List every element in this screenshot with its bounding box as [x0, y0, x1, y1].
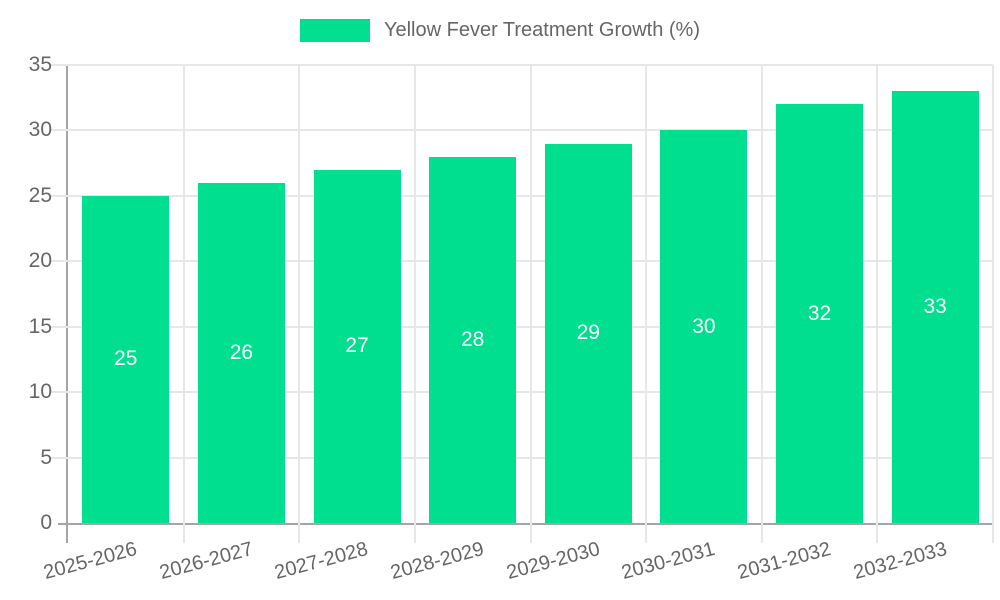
x-tick-mark	[529, 523, 532, 543]
x-axis-tick-label: 2031-2032	[735, 538, 834, 585]
bar-2027-2028[interactable]: 27	[313, 169, 401, 523]
x-tick-mark	[298, 523, 301, 543]
gridline-vertical	[413, 65, 416, 523]
plot-area: 25 26 27 28 29 30 32 33	[51, 64, 994, 543]
y-tick-mark	[51, 129, 68, 132]
y-axis-tick-label: 5	[40, 445, 52, 469]
y-axis-tick-label: 30	[28, 118, 52, 142]
y-axis-tick-label: 15	[28, 314, 52, 338]
x-axis-tick-label: 2032-2033	[850, 538, 949, 585]
x-axis-tick-label: 2026-2027	[157, 538, 256, 585]
bar-2026-2027[interactable]: 26	[197, 182, 285, 523]
x-axis-tick-label: 2028-2029	[388, 538, 487, 585]
bar-value-label: 25	[114, 347, 138, 371]
bar-2031-2032[interactable]: 32	[776, 104, 864, 523]
x-tick-mark	[876, 523, 879, 543]
bar-value-label: 28	[461, 327, 485, 351]
y-tick-mark	[51, 260, 68, 263]
chart-legend[interactable]: Yellow Fever Treatment Growth (%)	[0, 19, 1000, 42]
y-tick-mark	[51, 64, 68, 66]
bar-value-label: 33	[923, 295, 947, 319]
x-axis-tick-label: 2027-2028	[272, 538, 371, 585]
bar-2028-2029[interactable]: 28	[429, 156, 517, 523]
x-axis-tick-label: 2029-2030	[503, 538, 603, 585]
y-axis-tick-label: 0	[40, 511, 52, 534]
x-tick-mark	[645, 523, 648, 543]
bar-value-label: 29	[576, 321, 600, 345]
bar-value-label: 26	[229, 340, 254, 364]
y-axis-tick-label: 25	[28, 183, 52, 207]
x-tick-mark	[760, 523, 763, 543]
y-axis-line	[66, 65, 68, 543]
y-tick-mark	[51, 391, 68, 394]
x-axis-tick-label: 2025-2026	[41, 538, 140, 585]
y-axis-tick-label: 10	[28, 380, 52, 404]
gridline-vertical	[645, 65, 648, 523]
bar-2025-2026[interactable]: 25	[82, 195, 170, 523]
y-tick-mark	[51, 456, 68, 459]
bar-value-label: 30	[692, 314, 716, 338]
bar-2032-2033[interactable]: 33	[891, 91, 979, 523]
gridline-vertical	[298, 65, 301, 523]
bar-value-label: 32	[807, 301, 832, 325]
x-tick-mark	[992, 523, 994, 543]
gridline-vertical	[876, 65, 879, 523]
x-tick-mark	[182, 523, 185, 543]
legend-swatch-icon	[299, 19, 370, 42]
y-axis-tick-label: 35	[28, 53, 52, 76]
legend-label: Yellow Fever Treatment Growth (%)	[383, 19, 701, 41]
bar-2030-2031[interactable]: 30	[660, 130, 748, 523]
gridline-vertical	[760, 65, 763, 523]
x-axis-line	[58, 523, 993, 525]
x-axis-tick-label: 2030-2031	[619, 538, 718, 585]
bar-2029-2030[interactable]: 29	[544, 143, 632, 523]
y-tick-mark	[51, 325, 68, 328]
bar-value-label: 27	[345, 334, 369, 358]
gridline-vertical	[182, 65, 185, 523]
y-axis-tick-label: 20	[28, 249, 52, 273]
x-tick-mark	[413, 523, 416, 543]
y-tick-mark	[51, 194, 68, 197]
gridline-vertical	[992, 65, 994, 523]
gridline-vertical	[529, 65, 532, 523]
